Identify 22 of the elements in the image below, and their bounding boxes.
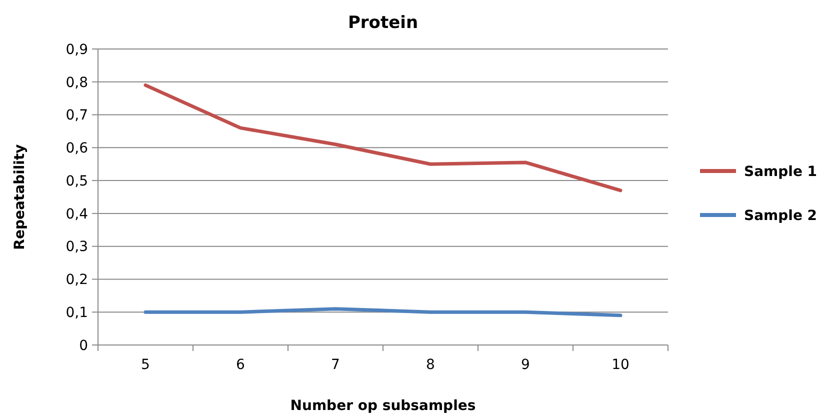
x-tick-label: 9 (521, 357, 530, 373)
y-tick-label: 0,4 (66, 206, 88, 222)
legend-label: Sample 2 (744, 208, 818, 224)
y-tick-label: 0,7 (66, 108, 88, 124)
y-axis-title: Repeatability (12, 144, 28, 250)
y-tick-label: 0,3 (66, 239, 88, 256)
y-tick-label: 0 (79, 338, 88, 354)
x-tick-label: 10 (612, 357, 630, 373)
line-series (144, 83, 622, 192)
x-axis-title: Number op subsamples (290, 398, 476, 414)
x-tick-label: 8 (426, 357, 435, 373)
y-tick-label: 0,8 (66, 74, 88, 91)
x-tick-label: 7 (331, 357, 340, 373)
x-tick-label: 6 (236, 357, 246, 373)
x-tick-label: 5 (141, 357, 150, 373)
legend-label: Sample 1 (744, 164, 818, 180)
y-tick-label: 0,9 (66, 42, 88, 58)
y-tick-label: 0,5 (66, 173, 88, 190)
y-tick-label: 0,2 (66, 272, 88, 288)
chart-title: Protein (348, 13, 418, 33)
y-tick-label: 0,1 (66, 305, 88, 322)
y-tick-label: 0,6 (66, 140, 88, 157)
